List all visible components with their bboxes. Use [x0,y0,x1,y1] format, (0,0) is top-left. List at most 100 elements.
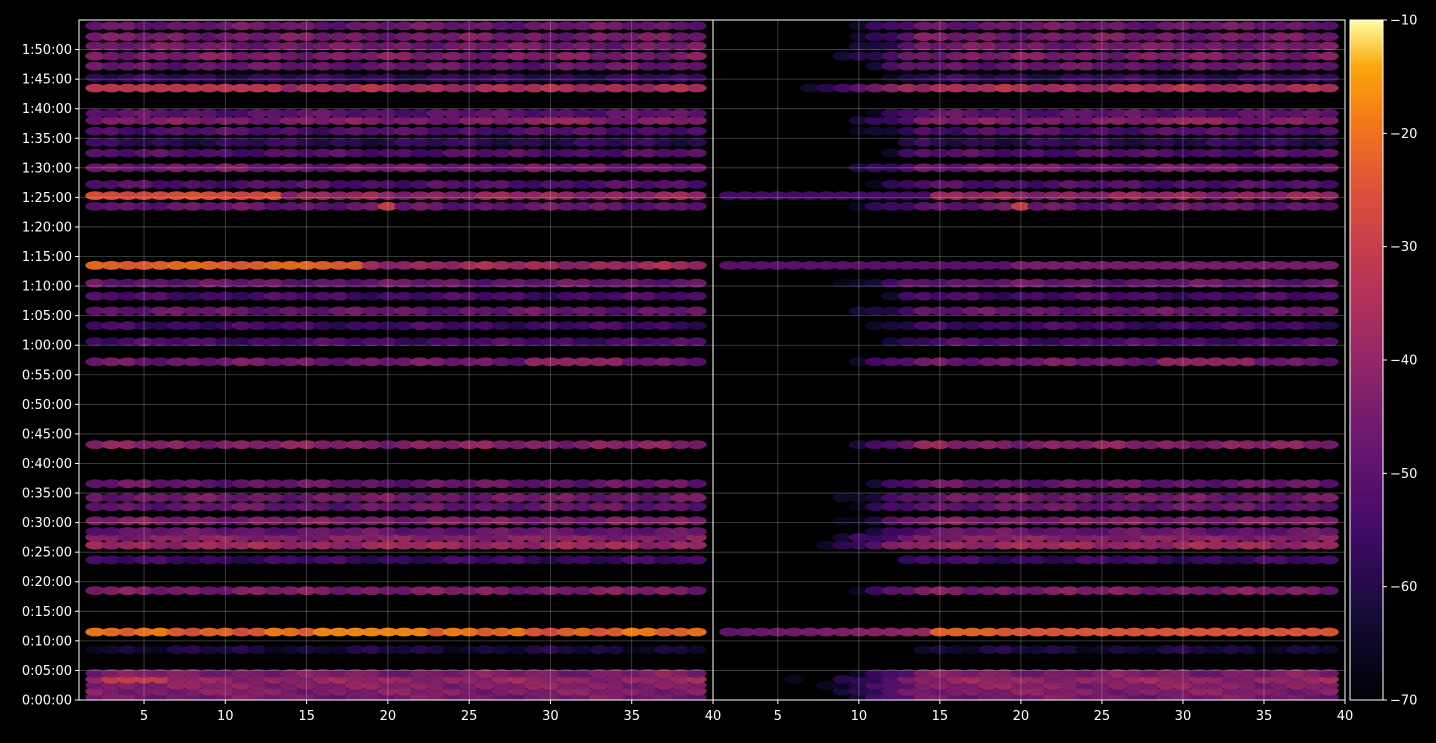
heat-cell [1140,586,1161,595]
heat-cell [85,627,106,637]
heat-cell [572,527,593,536]
heat-cell [475,493,496,503]
heat-cell [589,126,610,136]
heat-cell [312,516,333,526]
y-tick-label: 0:00:00 [22,694,72,709]
heat-cell [312,51,333,61]
heat-cell [134,645,154,655]
heat-cell [475,321,496,331]
heat-cell [540,41,561,51]
heat-cell [1156,493,1177,503]
heat-cell [329,180,350,189]
heat-cell [231,180,252,189]
heat-cell [735,261,756,270]
heat-cell [491,291,512,301]
heat-cell [881,516,902,526]
heat-cell [994,645,1015,655]
heat-cell [540,163,561,173]
heat-cell [556,278,577,288]
heat-cell [199,138,220,147]
heat-cell [264,163,285,173]
heat-cell [231,148,252,158]
heat-cell [929,109,950,118]
heat-cell [361,493,382,503]
heat-cell [296,357,317,367]
heat-cell [978,586,999,595]
heat-cell [1318,148,1339,158]
heat-cell [215,540,236,550]
heat-cell [1043,61,1064,71]
heat-cell [572,148,593,158]
heat-cell [101,148,122,158]
heat-cell [85,61,106,71]
heat-cell [540,321,561,331]
heat-cell [1010,61,1031,71]
heat-cell [865,440,886,449]
heat-cell [1172,337,1193,347]
heat-cell [994,201,1015,211]
heat-cell [1205,479,1226,488]
heat-cell [654,540,675,550]
heat-cell [199,337,220,347]
heat-cell [524,516,545,526]
heat-cell [264,191,285,201]
heat-cell [394,261,415,270]
heat-cell [978,516,999,526]
heat-cell [134,109,154,118]
heat-cell [881,73,902,83]
heat-cell [101,180,122,189]
heat-cell [199,357,220,367]
heat-cell [638,555,658,565]
heat-cell [507,493,528,503]
heat-cell [865,586,886,595]
heat-cell [1108,21,1129,31]
heat-cell [101,357,122,367]
heat-cell [215,645,236,655]
heat-cell [475,669,496,678]
heat-cell [491,479,512,488]
heat-cell [247,645,268,655]
heat-cell [1140,527,1161,536]
heat-cell [1270,291,1291,301]
heat-cell [978,51,999,61]
heat-cell [929,479,950,488]
heat-cell [1140,51,1161,61]
heat-cell [1254,41,1274,51]
heat-cell [1172,126,1193,136]
heat-cell [962,51,983,61]
heat-cell [540,83,561,93]
heat-cell [85,516,106,526]
heat-cell [166,126,187,136]
heat-cell [913,627,934,637]
heat-cell [1027,116,1048,125]
heat-cell [199,306,220,316]
heat-cell [978,337,999,347]
heat-cell [1124,180,1145,189]
heat-cell [507,627,528,637]
heat-cell [1270,306,1291,316]
heat-cell [1237,138,1258,147]
heat-cell [686,502,707,511]
heat-cell [459,61,480,71]
heat-cell [182,41,203,51]
heat-cell [475,51,496,61]
heat-cell [182,540,203,550]
heat-cell [426,645,447,655]
heat-cell [377,32,398,41]
heat-cell [962,32,983,41]
heat-cell [459,357,480,367]
heat-cell [1286,337,1307,347]
heat-cell [475,527,496,536]
heat-cell [962,148,983,158]
heat-cell [962,479,983,488]
heat-cell [1205,586,1226,595]
heat-cell [459,493,480,503]
heat-cell [800,83,821,93]
heat-cell [1140,669,1161,678]
heat-cell [329,357,350,367]
heat-cell [978,278,999,288]
heat-cell [638,440,658,449]
heat-cell [1124,669,1145,678]
heat-cell [1286,357,1307,367]
heat-cell [946,306,967,316]
